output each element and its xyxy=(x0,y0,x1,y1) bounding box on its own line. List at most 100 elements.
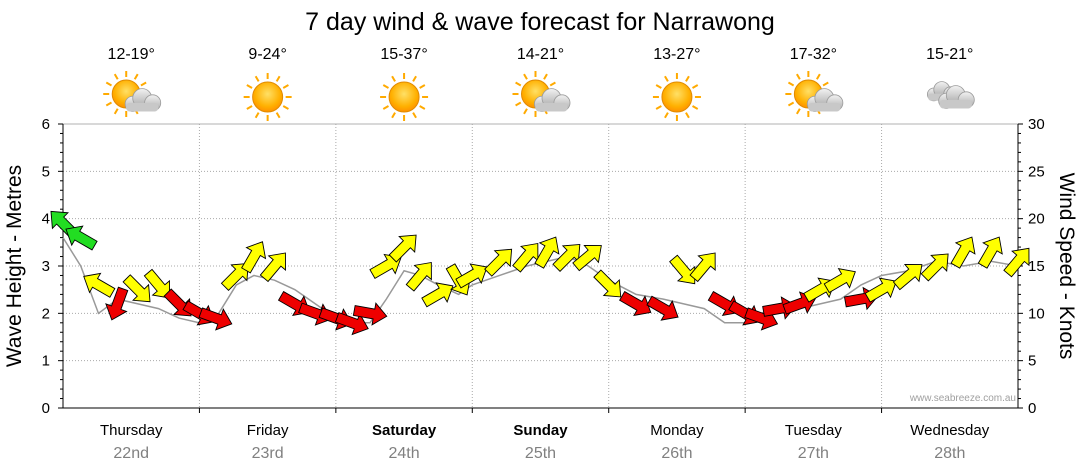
x-tick-day-date: 27th xyxy=(798,445,829,462)
wind-arrow xyxy=(572,245,602,272)
x-tick-day-name: Tuesday xyxy=(785,422,842,439)
sun-ray xyxy=(254,112,260,119)
temperature-range: 17-32° xyxy=(790,46,837,63)
wind-arrow xyxy=(977,236,1003,269)
sun-cloud-icon xyxy=(103,71,162,117)
sun-ray xyxy=(382,105,389,110)
sun-ray xyxy=(795,108,801,115)
temperature-range: 15-21° xyxy=(926,46,973,63)
sun-ray xyxy=(382,84,389,89)
wind-arrow xyxy=(512,242,539,273)
watermark: www.seabreeze.com.au xyxy=(909,393,1016,404)
sun-ray xyxy=(815,73,821,80)
sun-icon xyxy=(243,73,292,121)
temperature-range: 9-24° xyxy=(248,46,286,63)
y-left-tick-label: 5 xyxy=(42,163,50,180)
plot-area: 0 1 2 3 4 5 6 0 5 10 15 20 25 30 Thursday 22nd Friday 23r… xyxy=(42,116,1045,462)
sun-disc xyxy=(388,81,420,113)
y-right-tick-label: 5 xyxy=(1028,353,1036,370)
sun-ray xyxy=(282,105,289,110)
sun-ray xyxy=(543,73,548,80)
sun-ray xyxy=(523,73,528,80)
x-tick-day-name: Monday xyxy=(650,422,704,439)
sun-ray xyxy=(515,101,522,107)
wind-arrow xyxy=(122,274,151,303)
sun-ray xyxy=(113,73,119,80)
weather-day: 15-21° xyxy=(926,46,975,109)
sun-ray xyxy=(412,112,417,119)
y-left-tick-label: 4 xyxy=(42,211,50,228)
sun-ray xyxy=(133,73,139,80)
y-right-tick-label: 10 xyxy=(1028,305,1045,322)
sun-ray xyxy=(655,105,662,110)
wind-arrow xyxy=(352,302,388,326)
sun-ray xyxy=(523,108,528,115)
wind-arrow xyxy=(920,253,949,282)
temperature-range: 15-37° xyxy=(380,46,427,63)
wind-arrow xyxy=(619,290,652,317)
sun-icon xyxy=(380,73,429,121)
wind-arrow xyxy=(455,263,488,289)
sun-ray xyxy=(113,108,119,115)
temperature-range: 13-27° xyxy=(653,46,700,63)
wind-arrow xyxy=(534,236,560,269)
x-tick-day-name: Saturday xyxy=(372,422,437,439)
y-left-tick-label: 0 xyxy=(42,400,50,417)
sun-ray xyxy=(787,101,795,107)
y-right-tick-label: 15 xyxy=(1028,258,1045,275)
sun-ray xyxy=(692,105,699,110)
y-axis-right-label: Wind Speed - Knots xyxy=(1055,173,1078,360)
wind-arrow xyxy=(484,248,513,277)
y-right-tick-label: 25 xyxy=(1028,163,1045,180)
sun-ray xyxy=(822,81,829,87)
sun-ray xyxy=(391,75,396,82)
wind-arrow xyxy=(405,261,432,292)
y-right-tick-label: 30 xyxy=(1028,116,1045,133)
sun-ray xyxy=(275,75,281,82)
x-tick-day-date: 26th xyxy=(661,445,692,462)
wind-arrow xyxy=(198,307,233,331)
wind-arrow xyxy=(334,312,369,336)
sun-ray xyxy=(655,84,662,89)
y-right-tick-label: 20 xyxy=(1028,211,1045,228)
wind-arrow xyxy=(220,262,249,291)
sun-cloud-icon xyxy=(512,71,571,117)
y-left-tick-label: 2 xyxy=(42,305,50,322)
wind-arrow xyxy=(892,264,923,291)
weather-day: 12-19° xyxy=(103,46,162,117)
x-tick-day-date: 24th xyxy=(389,445,420,462)
cloud-base xyxy=(939,99,972,109)
x-tick-day-date: 23rd xyxy=(252,445,284,462)
wind-arrow xyxy=(669,254,696,285)
wind-arrow xyxy=(950,236,976,269)
weather-row: 12-19° 9-24° 15-37° 14-21° 13-27° 17-32° 15-21… xyxy=(103,46,975,121)
wind-arrow xyxy=(105,286,129,321)
sun-ray xyxy=(105,101,112,107)
sun-ray xyxy=(685,75,690,82)
sun-cloud-icon xyxy=(785,71,844,117)
weather-day: 17-32° xyxy=(785,46,844,117)
temperature-range: 14-21° xyxy=(517,46,564,63)
wind-arrow xyxy=(823,268,856,294)
sun-ray xyxy=(282,84,289,89)
sun-ray xyxy=(795,73,801,80)
sun-ray xyxy=(692,84,699,89)
wind-arrow xyxy=(241,241,267,274)
cloud-base xyxy=(126,102,159,112)
wind-arrow xyxy=(1003,247,1030,278)
sun-ray xyxy=(275,112,281,119)
x-tick-day-date: 22nd xyxy=(113,445,149,462)
x-tick-day-name: Thursday xyxy=(100,422,163,439)
temperature-range: 12-19° xyxy=(108,46,155,63)
x-tick-day-date: 25th xyxy=(525,445,556,462)
sun-ray xyxy=(419,84,426,89)
wind-arrow xyxy=(421,282,454,308)
y-right-tick-label: 0 xyxy=(1028,400,1036,417)
wind-arrow xyxy=(259,252,286,283)
sun-ray xyxy=(549,81,556,87)
cloud-base xyxy=(808,102,841,112)
chart-title: 7 day wind & wave forecast for Narrawong xyxy=(305,8,775,36)
sun-ray xyxy=(412,75,417,82)
wind-arrow xyxy=(65,225,98,251)
